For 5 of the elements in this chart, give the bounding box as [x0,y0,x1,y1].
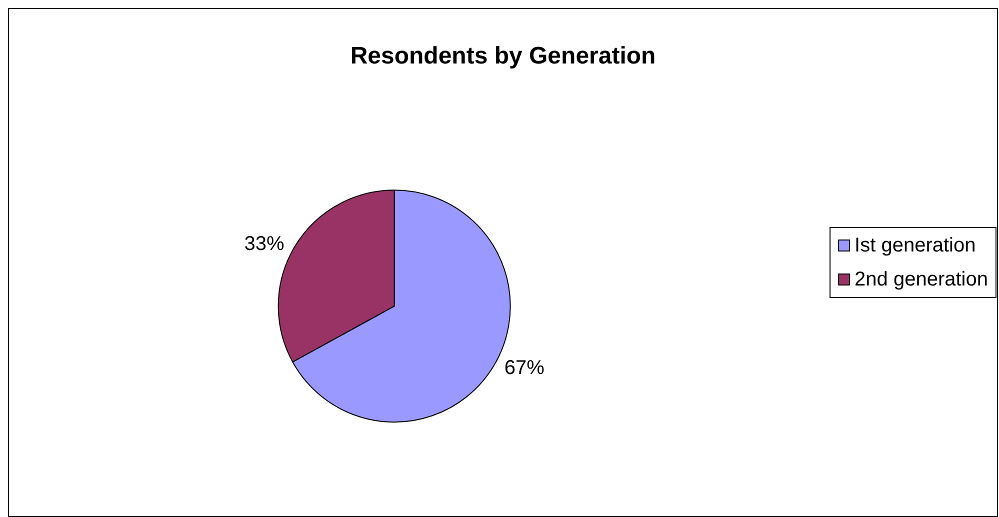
data-label: 33% [244,233,285,255]
legend-label: 2nd generation [854,268,988,290]
chart-title: Resondents by Generation [350,42,656,70]
data-label: 67% [504,357,545,380]
legend-label: Ist generation [854,234,976,256]
